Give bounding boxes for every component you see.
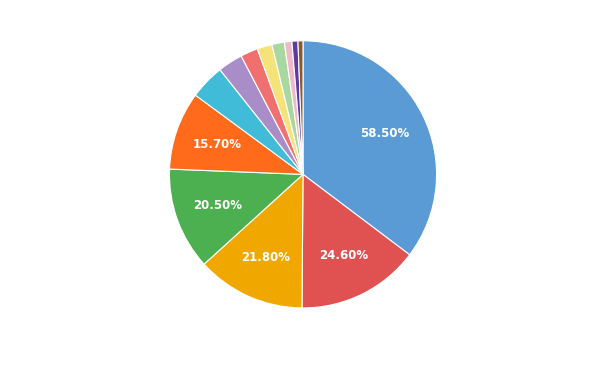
Text: 15.70%: 15.70% [193,138,242,151]
Wedge shape [272,42,303,174]
Text: 20.50%: 20.50% [193,199,242,212]
Text: 24.60%: 24.60% [319,249,368,262]
Wedge shape [292,41,303,174]
Wedge shape [303,41,436,255]
Wedge shape [170,169,303,264]
Text: 21.80%: 21.80% [241,251,290,264]
Wedge shape [170,95,303,174]
Text: 58.50%: 58.50% [359,127,409,140]
Wedge shape [241,49,303,174]
Wedge shape [302,174,410,308]
Wedge shape [258,45,303,174]
Wedge shape [204,174,303,308]
Wedge shape [284,41,303,174]
Wedge shape [220,56,303,174]
Wedge shape [196,70,303,174]
Wedge shape [298,41,303,174]
